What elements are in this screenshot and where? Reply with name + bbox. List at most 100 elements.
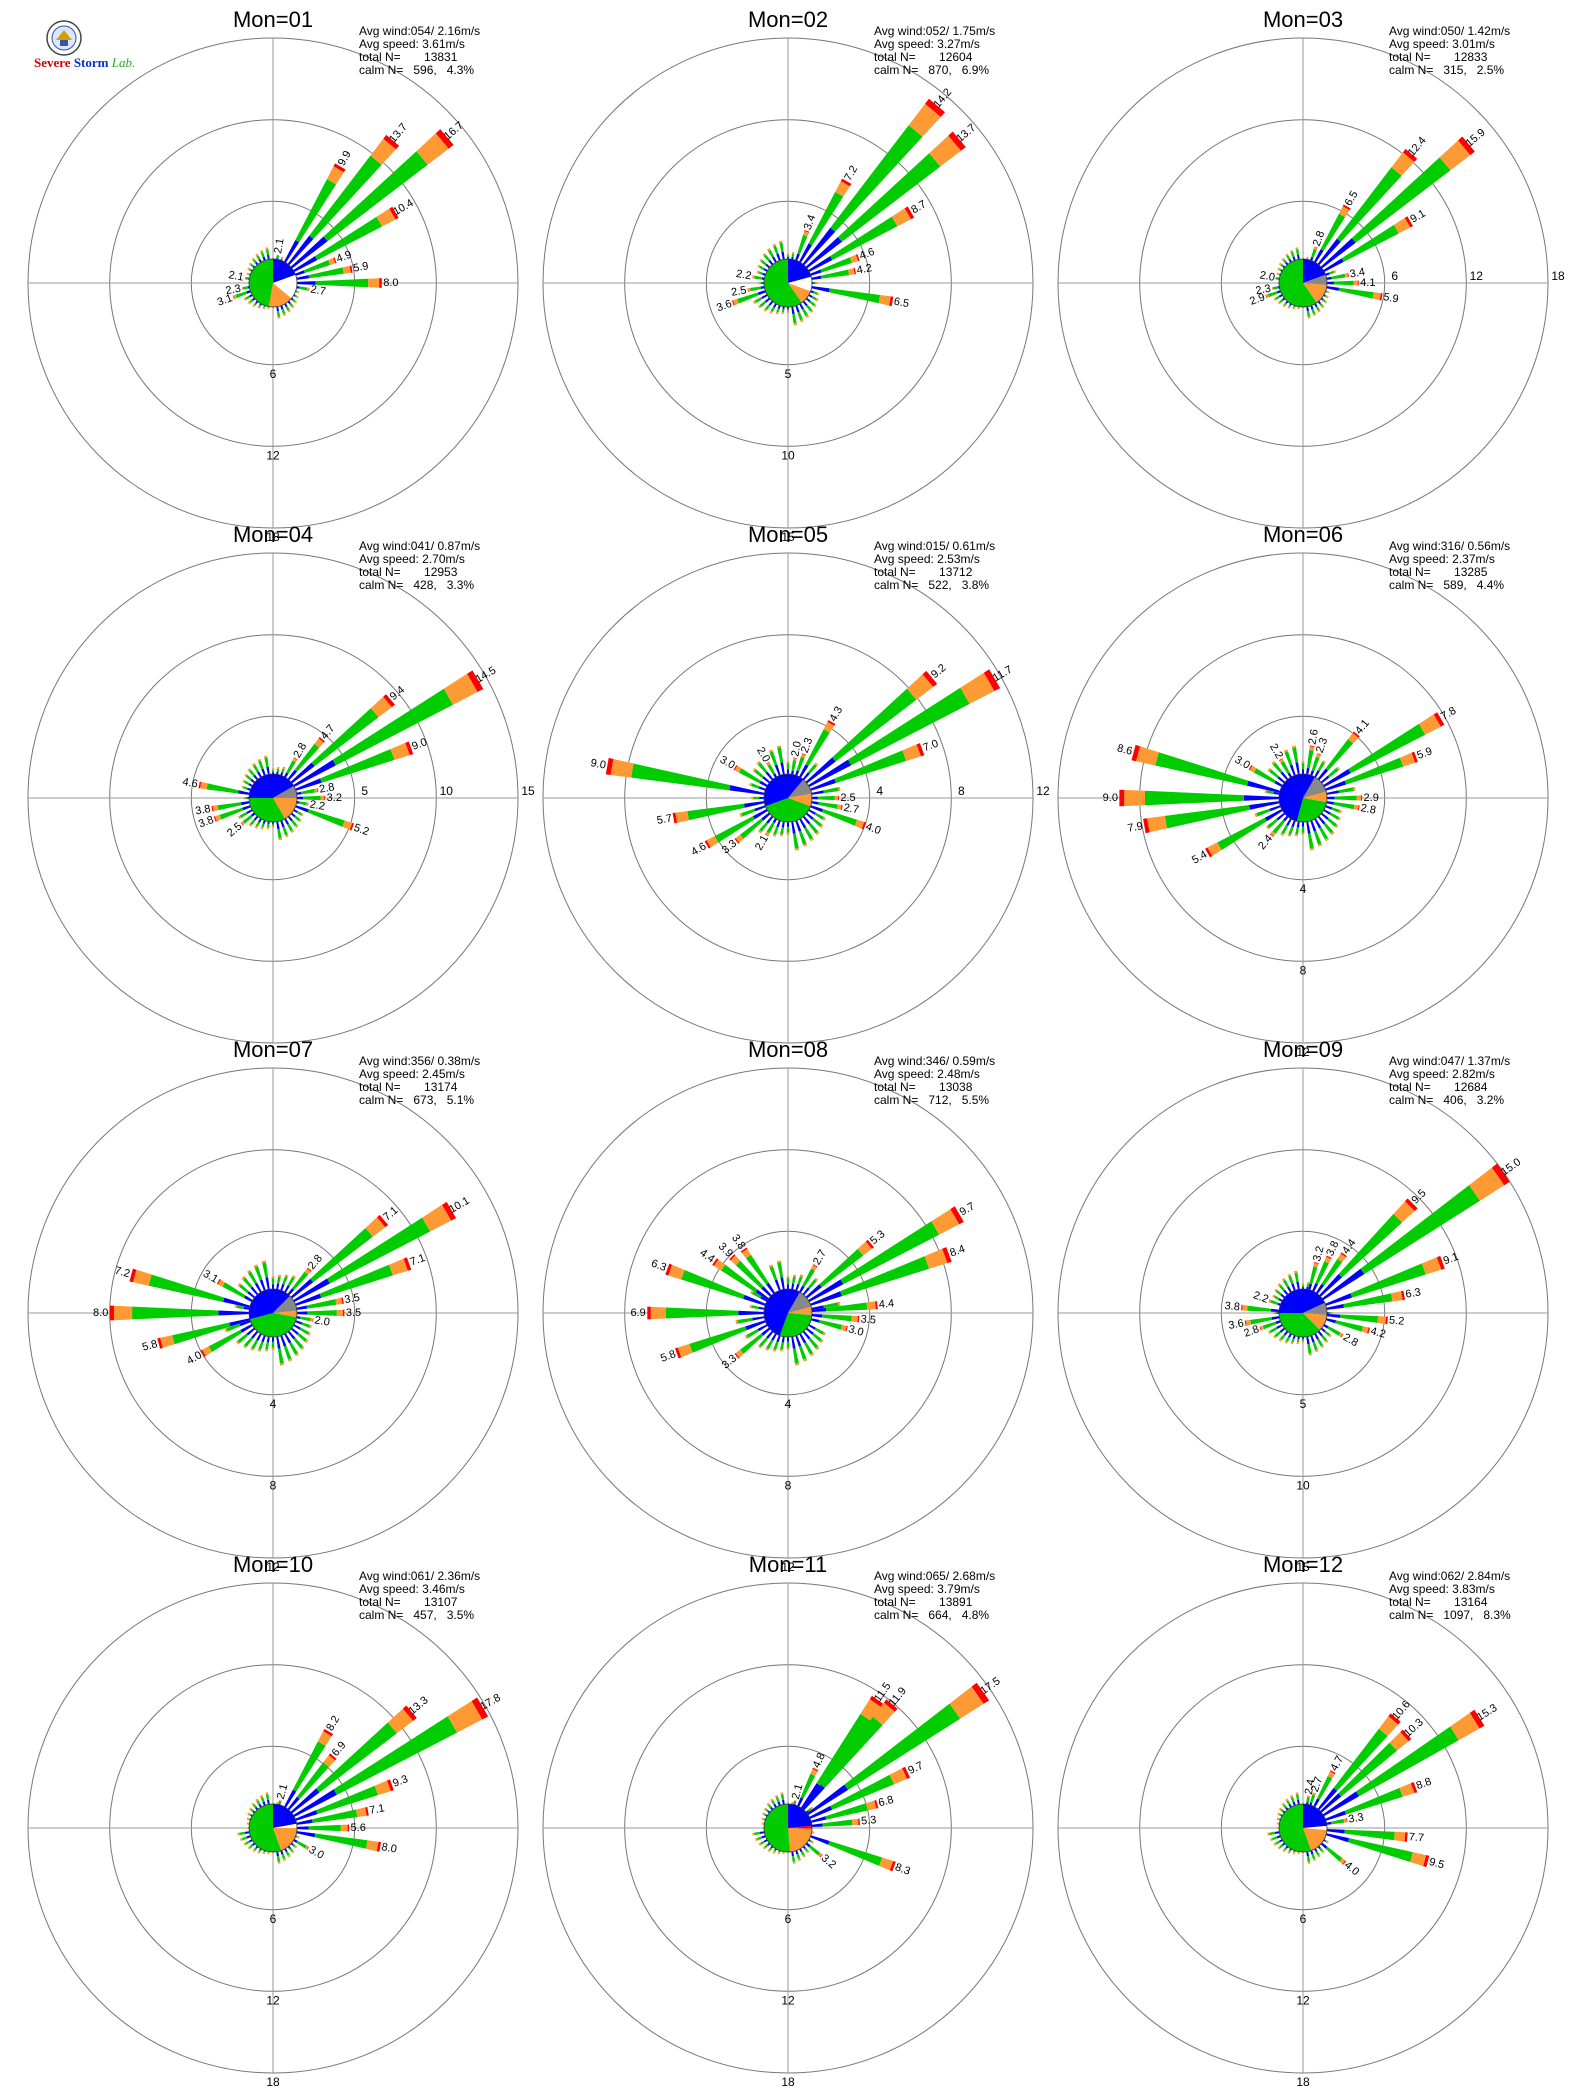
minor-bar-segment bbox=[758, 271, 763, 275]
wind-rose-svg: 3.23.84.49.515.09.16.35.24.22.82.83.63.8… bbox=[1057, 1067, 1549, 1574]
bar-value-label: 6.9 bbox=[630, 1307, 645, 1319]
bar-value-label: 13.3 bbox=[406, 1694, 430, 1717]
minor-bar-segment bbox=[1297, 1851, 1300, 1855]
minor-bar-segment bbox=[271, 770, 275, 773]
wind-bar-segment bbox=[232, 295, 235, 300]
minor-bar-segment bbox=[1281, 257, 1285, 261]
wind-bar-segment bbox=[840, 1256, 930, 1297]
wind-bar bbox=[808, 206, 915, 272]
wind-bar-segment bbox=[297, 1826, 309, 1830]
wind-bar-segment bbox=[296, 1831, 316, 1838]
wind-bar bbox=[805, 131, 966, 269]
bar-value-label: 8.0 bbox=[93, 1307, 108, 1319]
wind-bar bbox=[795, 753, 806, 776]
wind-bar-segment bbox=[1433, 712, 1445, 727]
minor-bar-segment bbox=[798, 1858, 802, 1861]
minor-bar-segment bbox=[242, 1277, 253, 1289]
wind-rose-svg: 9.913.7 16.710.44.95.98.02.72.13.12.32.16… bbox=[27, 37, 519, 544]
minor-bar-segment bbox=[1325, 805, 1333, 810]
wind-bar-segment bbox=[857, 1315, 860, 1323]
bar-value-label: 9.0 bbox=[590, 757, 607, 771]
minor-bar-segment bbox=[1280, 263, 1284, 267]
wind-bar-segment bbox=[904, 206, 915, 220]
wind-bar bbox=[213, 805, 251, 822]
minor-bar-segment bbox=[1324, 1330, 1331, 1336]
wind-bar-segment bbox=[791, 760, 797, 771]
wind-bar-segment bbox=[1326, 1821, 1332, 1825]
ring-label: 6 bbox=[1391, 269, 1398, 283]
wind-bar-segment bbox=[1312, 1792, 1316, 1796]
wind-bar-segment bbox=[889, 1861, 896, 1872]
wind-bar bbox=[293, 1201, 457, 1302]
wind-bar bbox=[734, 1327, 771, 1359]
minor-bar-segment bbox=[240, 1838, 243, 1842]
minor-bar-segment bbox=[1280, 771, 1289, 781]
direction-pie-slice bbox=[1303, 1289, 1325, 1313]
wind-bar-segment bbox=[287, 235, 314, 266]
pie-outline bbox=[763, 773, 813, 823]
minor-bar-segment bbox=[258, 818, 262, 823]
minor-bar-segment bbox=[1279, 1327, 1286, 1333]
bar-value-label: 2.3 bbox=[799, 736, 816, 754]
minor-bar-segment bbox=[238, 815, 242, 820]
minor-bar-segment bbox=[251, 1339, 259, 1350]
minor-bar-segment bbox=[1306, 1286, 1309, 1290]
calm-n-line: calm N= 1097, 8.3% bbox=[1389, 1608, 1511, 1622]
wind-bar-segment bbox=[1309, 1266, 1318, 1285]
wind-bar-segment bbox=[311, 708, 379, 767]
minor-bar-segment bbox=[248, 1839, 253, 1843]
minor-bar-segment bbox=[236, 1305, 244, 1309]
wind-bar-segment bbox=[808, 1845, 821, 1856]
minor-bar-segment bbox=[765, 304, 771, 311]
wind-bar-segment bbox=[303, 260, 331, 273]
minor-bar-segment bbox=[296, 295, 299, 299]
wind-bar-segment bbox=[1131, 744, 1140, 762]
wind-bar-segment bbox=[297, 281, 316, 285]
wind-bar-segment bbox=[677, 1343, 693, 1358]
minor-bar-segment bbox=[814, 762, 819, 767]
minor-bar-segment bbox=[795, 820, 802, 832]
wind-bar-segment bbox=[1270, 831, 1276, 837]
wind-bar-segment bbox=[802, 1268, 815, 1287]
wind-bar-segment bbox=[840, 1221, 940, 1285]
minor-bar-segment bbox=[770, 306, 775, 312]
wind-bar-segment bbox=[317, 1731, 332, 1746]
wind-bar-segment bbox=[238, 790, 250, 795]
bar-value-label: 2.3 bbox=[1314, 736, 1331, 754]
ring-label: 6 bbox=[785, 1912, 792, 1926]
minor-bar-segment bbox=[754, 805, 766, 812]
minor-bar-segment bbox=[1292, 306, 1296, 310]
avg-speed-line: Avg speed: 3.83m/s bbox=[1389, 1582, 1495, 1596]
wind-bar-segment bbox=[202, 1346, 212, 1357]
pie-outline bbox=[1278, 1288, 1328, 1338]
minor-bar-segment bbox=[289, 1847, 294, 1852]
minor-bar-segment bbox=[241, 1836, 248, 1841]
total-n-line: total N= 13831 bbox=[359, 50, 458, 64]
wind-bar-segment bbox=[1313, 1262, 1319, 1268]
ring-label: 8 bbox=[785, 1478, 792, 1492]
minor-bar-segment bbox=[1289, 1795, 1293, 1798]
wind-bar-segment bbox=[292, 1741, 326, 1792]
wind-bar-segment bbox=[229, 1318, 251, 1327]
minor-bar-segment bbox=[808, 822, 819, 834]
minor-bar-segment bbox=[758, 1306, 765, 1310]
minor-bar-segment bbox=[246, 1269, 252, 1274]
wind-bar-segment bbox=[650, 1306, 666, 1320]
wind-bar-segment bbox=[1344, 273, 1349, 278]
wind-bar-segment bbox=[825, 1803, 868, 1820]
avg-speed-line: Avg speed: 3.01m/s bbox=[1389, 37, 1495, 51]
avg-wind-line: Avg wind:061/ 2.36m/s bbox=[359, 1569, 481, 1583]
minor-bar-segment bbox=[265, 1794, 270, 1801]
minor-bar-segment bbox=[1277, 267, 1280, 271]
wind-bar-segment bbox=[1308, 1283, 1313, 1291]
wind-bar bbox=[1306, 1795, 1311, 1805]
wind-bar-segment bbox=[931, 1209, 960, 1235]
minor-bar-segment bbox=[248, 1813, 252, 1817]
wind-bar bbox=[809, 1766, 911, 1819]
minor-bar-segment bbox=[808, 1337, 819, 1349]
minor-bar-segment bbox=[1321, 1850, 1325, 1854]
minor-bar-segment bbox=[257, 1851, 261, 1854]
wind-bar-segment bbox=[389, 1258, 408, 1276]
wind-bar bbox=[1319, 1198, 1418, 1297]
